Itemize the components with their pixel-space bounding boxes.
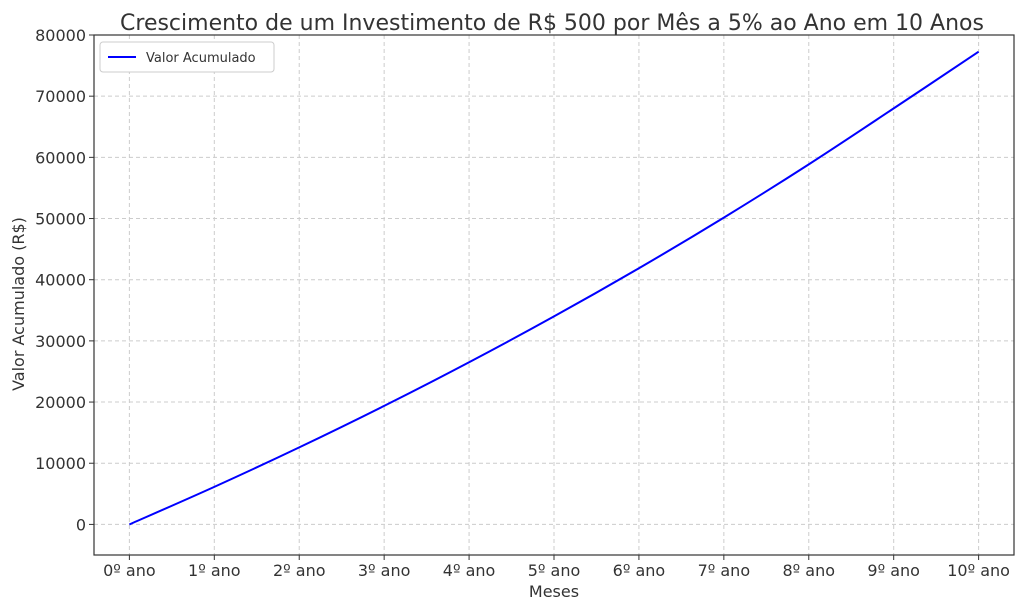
x-tick-label: 5º ano: [528, 561, 581, 580]
y-axis-label: Valor Acumulado (R$): [9, 217, 28, 391]
x-tick-label: 9º ano: [867, 561, 920, 580]
y-tick-label: 10000: [35, 454, 86, 473]
series-line-valor-acumulado: [128, 50, 980, 526]
y-tick-label: 80000: [35, 26, 86, 45]
x-axis-label: Meses: [529, 582, 579, 601]
x-tick-label: 8º ano: [782, 561, 835, 580]
y-tick-label: 70000: [35, 87, 86, 106]
chart-title: Crescimento de um Investimento de R$ 500…: [120, 11, 984, 36]
x-tick-label: 0º ano: [103, 561, 156, 580]
legend-box: [99, 41, 275, 73]
y-tick-label: 60000: [35, 148, 86, 167]
x-axis: 0º ano 1º ano 2º ano 3º ano 4º ano 5º ano 6º a…: [103, 555, 1010, 580]
y-tick-label: 50000: [35, 210, 86, 229]
grid: [94, 34, 1014, 555]
legend-label: Valor Acumulado: [146, 51, 256, 66]
x-tick-label: 2º ano: [273, 561, 326, 580]
x-tick-label: 1º ano: [188, 561, 241, 580]
y-tick-label: 0: [76, 515, 86, 534]
x-tick-label: 10º ano: [947, 561, 1010, 580]
x-tick-label: 4º ano: [443, 561, 496, 580]
series-layer: [128, 50, 980, 526]
x-tick-label: 7º ano: [698, 561, 751, 580]
y-tick-label: 30000: [35, 332, 86, 351]
x-tick-label: 3º ano: [358, 561, 411, 580]
y-axis: 0 10000 20000 30000 40000 50000 60000 70000 8000…: [35, 26, 94, 534]
legend: Valor Acumulado: [99, 41, 275, 73]
x-tick-label: 6º ano: [613, 561, 666, 580]
y-tick-label: 40000: [35, 271, 86, 290]
y-tick-label: 20000: [35, 393, 86, 412]
